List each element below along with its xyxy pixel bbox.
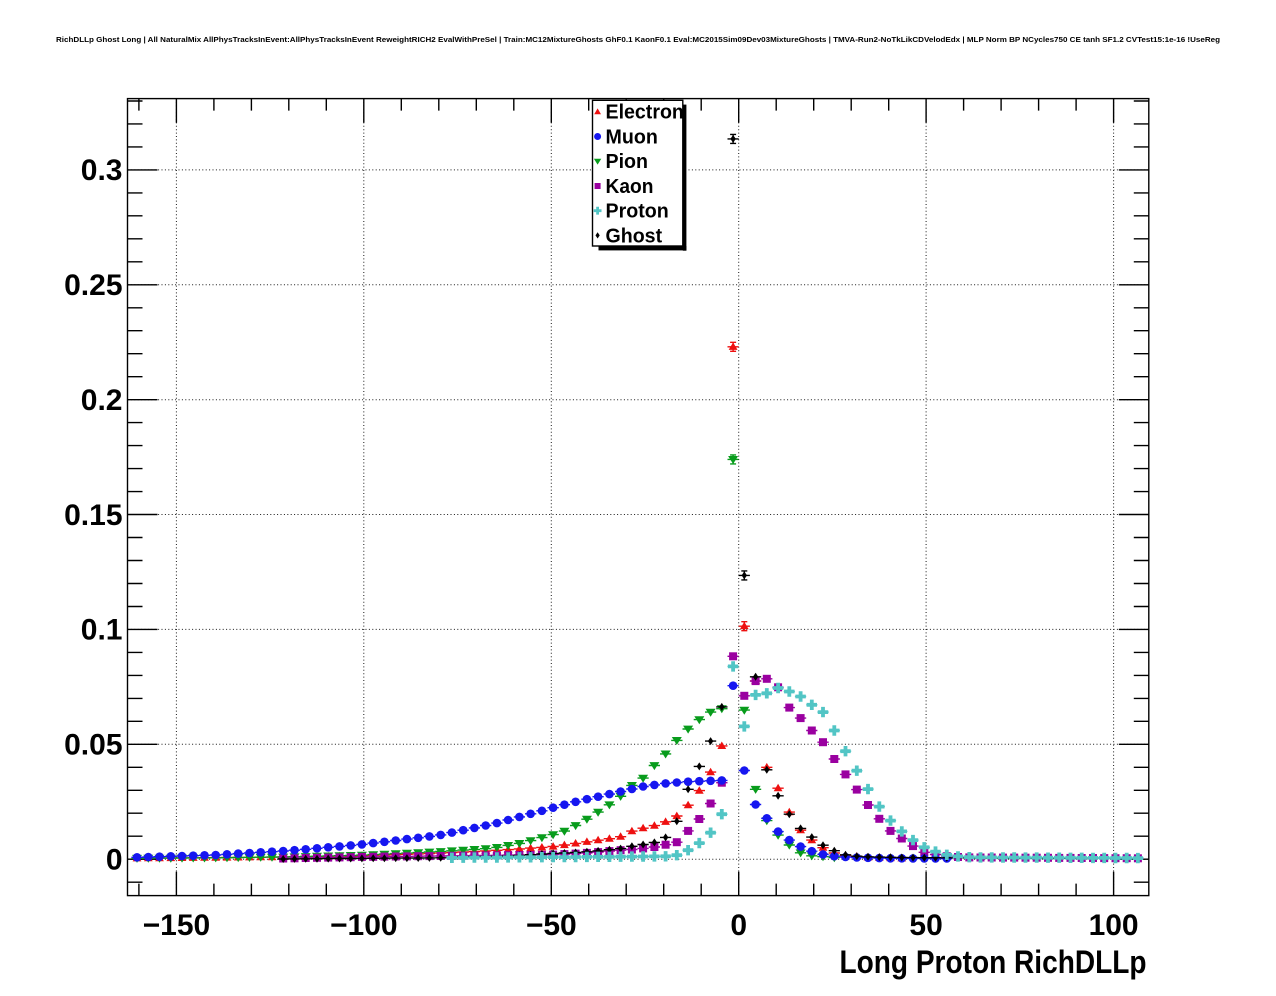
svg-text:0.3: 0.3: [81, 154, 123, 187]
svg-text:100: 100: [1089, 909, 1139, 942]
svg-text:0.1: 0.1: [81, 614, 123, 647]
svg-text:50: 50: [909, 909, 942, 942]
svg-text:0.2: 0.2: [81, 384, 123, 417]
svg-text:0.15: 0.15: [64, 499, 122, 532]
svg-text:Kaon: Kaon: [606, 176, 654, 198]
svg-text:Pion: Pion: [606, 151, 649, 173]
svg-text:Proton: Proton: [606, 201, 669, 223]
svg-text:Long Proton RichDLLp: Long Proton RichDLLp: [840, 944, 1147, 980]
svg-text:0.05: 0.05: [64, 729, 122, 762]
svg-text:Ghost: Ghost: [606, 225, 663, 247]
svg-text:RichDLLp Ghost Long | All Natu: RichDLLp Ghost Long | All NaturalMix All…: [56, 35, 1220, 44]
svg-text:−50: −50: [526, 909, 577, 942]
svg-text:Muon: Muon: [606, 126, 658, 148]
svg-text:−150: −150: [143, 909, 211, 942]
svg-text:0.25: 0.25: [64, 269, 122, 302]
svg-text:−100: −100: [330, 909, 398, 942]
svg-text:Electron: Electron: [606, 102, 684, 124]
svg-text:0: 0: [106, 844, 123, 877]
svg-text:0: 0: [730, 909, 747, 942]
